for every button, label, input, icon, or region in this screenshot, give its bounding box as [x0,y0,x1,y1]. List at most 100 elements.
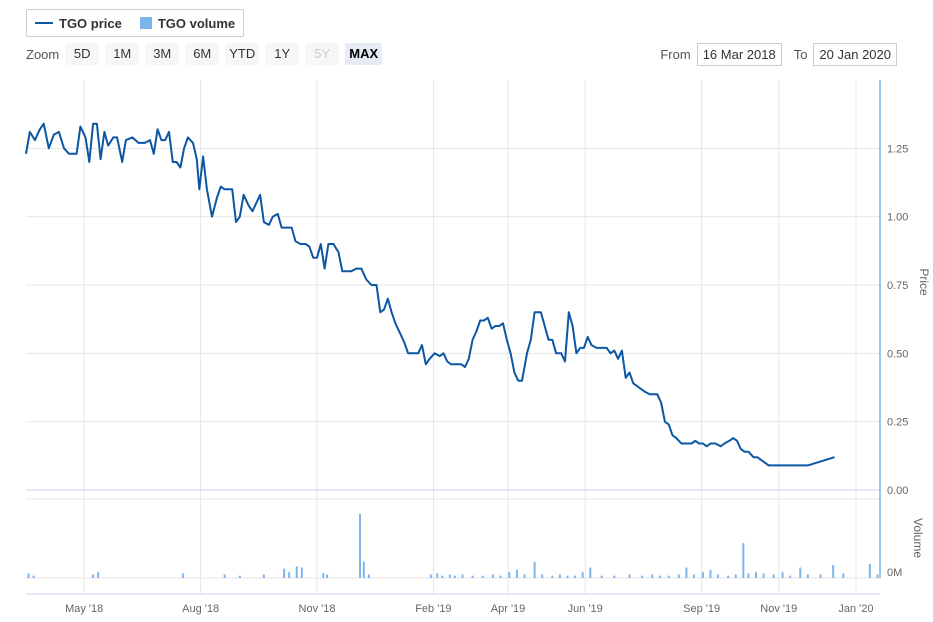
price-tick-label: 1.00 [887,212,908,224]
volume-bar [362,561,365,578]
zoom-label: Zoom [26,46,60,62]
legend-price-label: TGO price [59,15,122,31]
date-tick-label: May '18 [65,603,103,615]
volume-bar [283,568,286,578]
volume-bar [685,567,688,578]
to-label: To [793,47,808,62]
from-date-input[interactable]: 16 Mar 2018 [696,43,782,66]
date-tick-label: Jan '20 [838,603,873,615]
volume-bar [453,575,456,578]
volume-axis-title: Volume [911,518,925,558]
volume-bar [842,573,845,578]
date-tick-label: Nov '19 [760,603,797,615]
volume-bar [600,575,603,578]
volume-bar [436,573,439,578]
volume-bar [628,574,631,578]
zoom-5d-button[interactable]: 5D [65,43,100,65]
date-tick-label: Feb '19 [415,603,451,615]
volume-bar [27,573,30,578]
grid-lines [26,147,880,491]
volume-bar [613,575,616,578]
volume-bar [359,514,362,578]
volume-bar [727,575,730,578]
zoom-1y-button[interactable]: 1Y [265,43,300,65]
volume-bar [574,575,577,578]
price-tick-label: 0.25 [887,417,908,429]
volume-bar [300,567,303,578]
volume-bar [541,574,544,578]
legend-volume-label: TGO volume [157,15,236,31]
date-tick-label: Apr '19 [491,603,526,615]
price-tick-label: 0.50 [887,348,908,360]
from-label: From [660,47,691,62]
price-axis-title: Price [917,268,931,296]
volume-bar [566,575,569,578]
volume-bar [441,575,444,578]
volume-bar [558,574,561,578]
volume-bar [701,572,704,578]
date-tick-label: Aug '18 [182,603,219,615]
volume-bar [326,574,329,578]
volume-axis-tick: 0M [887,567,902,579]
price-line-swatch [35,22,53,24]
volume-bar [551,575,554,578]
volume-bars [27,514,879,578]
zoom-5y-button[interactable]: 5Y [305,43,340,65]
volume-bar [238,575,241,578]
volume-bar [717,574,720,578]
volume-bar [709,569,712,578]
volume-bar [742,543,745,578]
zoom-1m-button[interactable]: 1M [105,43,140,65]
chart-legend: TGO price TGO volume [26,9,245,37]
legend-item-volume[interactable]: TGO volume [139,15,236,31]
zoom-toolbar: Zoom 5D 1M 3M 6M YTD 1Y 5Y MAX [26,43,384,65]
zoom-6m-button[interactable]: 6M [185,43,220,65]
vertical-grid-lines [83,80,857,594]
volume-bar [471,575,474,578]
price-tick-label: 0.00 [887,485,908,497]
volume-bar [789,575,792,578]
volume-bar [755,572,758,578]
volume-bar [461,574,464,578]
price-tick-label: 0.75 [887,280,908,292]
zoom-ytd-button[interactable]: YTD [225,43,260,65]
volume-bar [667,575,670,578]
date-tick-label: Jun '19 [568,603,603,615]
volume-bar [876,574,879,578]
volume-bar [868,564,871,578]
legend-item-price[interactable]: TGO price [35,16,122,31]
volume-bar [677,574,680,578]
volume-bar [481,575,484,578]
price-series-line [25,122,835,467]
volume-bar [97,572,100,578]
volume-bar [762,573,765,578]
volume-bar [288,572,291,578]
date-tick-label: Sep '19 [683,603,720,615]
date-range: From 16 Mar 2018 To 20 Jan 2020 [660,43,897,66]
date-tick-label: Nov '18 [299,603,336,615]
volume-bar [448,574,451,578]
volume-bar [491,574,494,578]
volume-bar [658,575,661,578]
volume-bar [819,574,822,578]
volume-bar [499,575,502,578]
price-axis-ticks: 0.00 0.25 0.50 0.75 1.00 1.25 [887,143,908,497]
volume-bar [223,574,226,578]
volume-bar [781,572,784,578]
volume-bar [508,572,511,578]
volume-bar [747,573,750,578]
volume-bar [589,567,592,578]
to-date-input[interactable]: 20 Jan 2020 [813,43,897,66]
zoom-3m-button[interactable]: 3M [145,43,180,65]
volume-bar [262,574,265,578]
volume-bar [641,575,644,578]
volume-bar [806,574,809,578]
zoom-max-button[interactable]: MAX [345,43,383,65]
volume-bar [181,573,184,578]
volume-bar [523,574,526,578]
volume-bar [322,573,325,578]
volume-bar [533,561,536,578]
volume-bar [772,574,775,578]
volume-bar [651,574,654,578]
